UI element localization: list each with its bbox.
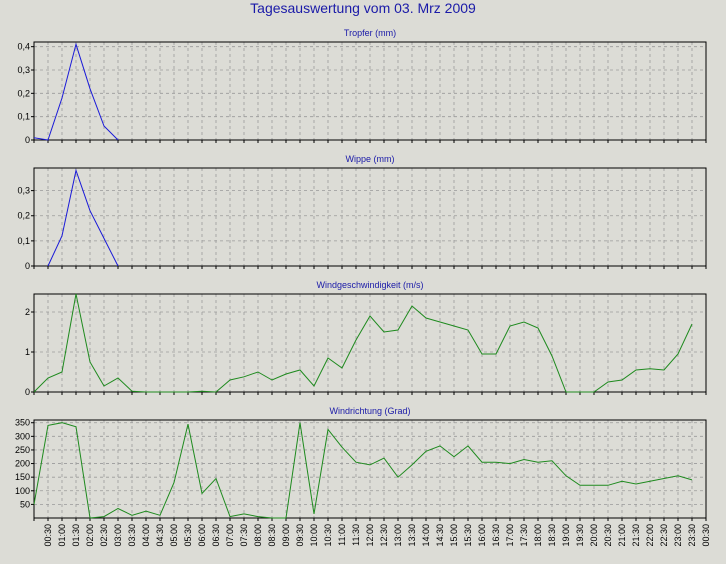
- x-tick-label: 11:30: [351, 524, 361, 546]
- x-tick-label: 19:00: [561, 524, 571, 547]
- y-tick-label: 150: [15, 472, 30, 482]
- x-tick-label: 22:30: [659, 524, 669, 547]
- x-tick-label: 16:30: [491, 524, 501, 547]
- x-tick-label: 07:30: [239, 524, 249, 547]
- x-tick-label: 08:00: [253, 524, 263, 547]
- y-tick-label: 0,2: [17, 88, 30, 98]
- y-tick-label: 0,3: [17, 65, 30, 75]
- x-tick-label: 23:30: [687, 524, 697, 547]
- x-tick-label: 13:30: [407, 524, 417, 547]
- x-tick-label: 18:00: [533, 524, 543, 547]
- x-tick-label: 16:00: [477, 524, 487, 547]
- x-tick-label: 07:00: [225, 524, 235, 547]
- x-tick-label: 03:00: [113, 524, 123, 547]
- x-tick-label: 20:30: [603, 524, 613, 547]
- x-tick-label: 08:30: [267, 524, 277, 547]
- x-tick-label: 02:30: [99, 524, 109, 547]
- panel-title-0: Tropfer (mm): [344, 28, 396, 38]
- x-tick-label: 22:00: [645, 524, 655, 547]
- panel-title-3: Windrichtung (Grad): [329, 406, 410, 416]
- x-tick-label: 20:00: [589, 524, 599, 547]
- x-tick-label: 21:30: [631, 524, 641, 547]
- x-tick-label: 15:00: [449, 524, 459, 547]
- y-tick-label: 200: [15, 459, 30, 469]
- page-title: Tagesauswertung vom 03. Mrz 2009: [250, 0, 476, 16]
- x-tick-label: 01:00: [57, 524, 67, 547]
- y-tick-label: 0: [25, 135, 30, 145]
- x-tick-label: 23:00: [673, 524, 683, 547]
- y-tick-label: 300: [15, 431, 30, 441]
- series-line-1: [47, 168, 119, 267]
- y-tick-label: 0,3: [17, 186, 30, 196]
- x-tick-label: 17:00: [505, 524, 515, 547]
- panel-title-1: Wippe (mm): [346, 154, 395, 164]
- y-tick-label: 50: [20, 499, 30, 509]
- y-tick-label: 0: [25, 261, 30, 271]
- series-line-3: [33, 422, 693, 519]
- plot-frame-1: [33, 167, 707, 267]
- x-tick-label: 06:30: [211, 524, 221, 547]
- y-tick-label: 1: [25, 347, 30, 357]
- x-tick-label: 12:00: [365, 524, 375, 547]
- x-tick-label: 14:00: [421, 524, 431, 547]
- y-tick-label: 100: [15, 486, 30, 496]
- y-tick-label: 250: [15, 445, 30, 455]
- series-line-2: [33, 293, 693, 393]
- y-tick-label: 0: [25, 387, 30, 397]
- x-tick-label: 21:00: [617, 524, 627, 547]
- x-tick-label: 17:30: [519, 524, 529, 547]
- plot-frame-0: [33, 41, 707, 141]
- x-tick-label: 09:00: [281, 524, 291, 547]
- x-tick-label: 12:30: [379, 524, 389, 547]
- x-tick-label: 01:30: [71, 524, 81, 547]
- x-tick-label: 05:00: [169, 524, 179, 547]
- x-tick-label: 18:30: [547, 524, 557, 547]
- y-tick-label: 350: [15, 418, 30, 428]
- series-line-0: [33, 42, 119, 141]
- x-tick-label: 06:00: [197, 524, 207, 547]
- x-tick-label: 00:30: [43, 524, 53, 547]
- x-tick-label: 00:30: [701, 524, 711, 547]
- x-tick-label: 19:30: [575, 524, 585, 547]
- y-tick-label: 0,1: [17, 112, 30, 122]
- panel-title-2: Windgeschwindigkeit (m/s): [316, 280, 423, 290]
- y-tick-label: 0,4: [17, 42, 30, 52]
- x-tick-label: 11:00: [337, 524, 347, 546]
- plot-frame-3: [33, 419, 707, 519]
- x-tick-label: 13:00: [393, 524, 403, 547]
- x-tick-label: 15:30: [463, 524, 473, 547]
- x-tick-label: 04:00: [141, 524, 151, 547]
- x-tick-label: 10:00: [309, 524, 319, 547]
- x-tick-label: 03:30: [127, 524, 137, 547]
- x-tick-label: 09:30: [295, 524, 305, 547]
- x-tick-label: 04:30: [155, 524, 165, 547]
- y-tick-label: 0,2: [17, 211, 30, 221]
- x-tick-label: 02:00: [85, 524, 95, 547]
- x-tick-label: 14:30: [435, 524, 445, 547]
- x-tick-label: 10:30: [323, 524, 333, 547]
- y-tick-label: 0,1: [17, 236, 30, 246]
- x-tick-label: 05:30: [183, 524, 193, 547]
- y-tick-label: 2: [25, 307, 30, 317]
- plot-frame-2: [33, 293, 707, 393]
